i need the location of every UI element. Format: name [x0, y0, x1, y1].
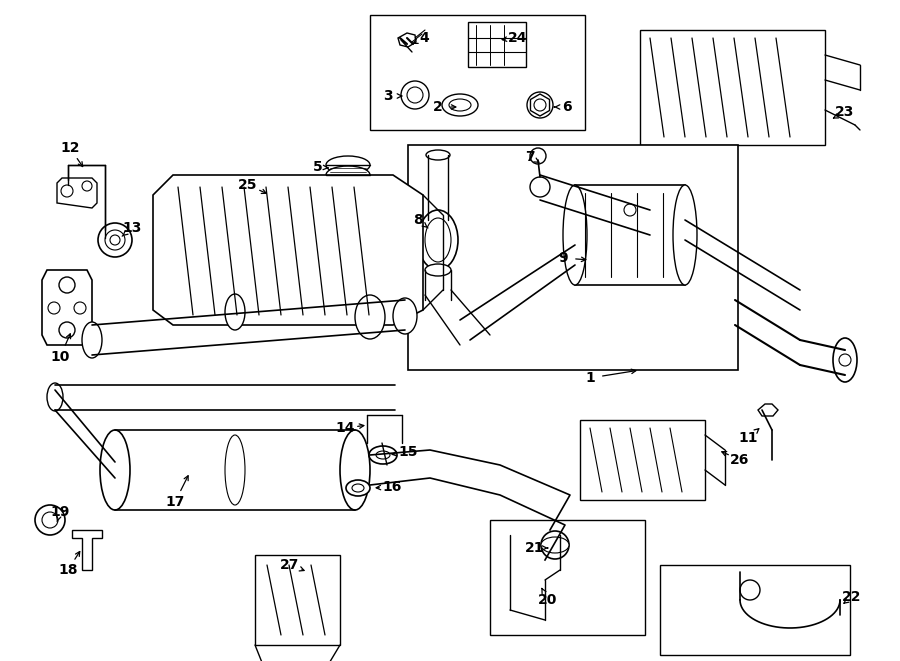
Text: 5: 5 — [313, 160, 323, 174]
Ellipse shape — [563, 185, 587, 285]
Ellipse shape — [449, 99, 471, 111]
Bar — [468, 22, 526, 67]
Ellipse shape — [369, 446, 397, 464]
Text: 23: 23 — [835, 105, 855, 119]
Ellipse shape — [541, 537, 569, 553]
Ellipse shape — [82, 322, 102, 358]
Text: 4: 4 — [419, 31, 429, 45]
Circle shape — [105, 230, 125, 250]
Text: 22: 22 — [842, 590, 862, 604]
Ellipse shape — [47, 383, 63, 411]
Text: 12: 12 — [60, 141, 80, 155]
Polygon shape — [758, 404, 778, 416]
Ellipse shape — [355, 295, 385, 339]
Text: 15: 15 — [398, 445, 418, 459]
Bar — [640, 30, 825, 145]
Ellipse shape — [393, 298, 417, 334]
Circle shape — [839, 354, 851, 366]
Text: 24: 24 — [508, 31, 527, 45]
Bar — [660, 565, 850, 655]
Circle shape — [61, 185, 73, 197]
Circle shape — [110, 235, 120, 245]
Text: 2: 2 — [433, 100, 443, 114]
Ellipse shape — [376, 451, 390, 459]
Circle shape — [740, 580, 760, 600]
Text: 16: 16 — [382, 480, 401, 494]
Circle shape — [82, 181, 92, 191]
Circle shape — [407, 87, 423, 103]
Bar — [575, 185, 685, 285]
Polygon shape — [57, 178, 97, 208]
Circle shape — [548, 538, 562, 552]
Polygon shape — [398, 33, 416, 47]
Circle shape — [74, 302, 86, 314]
Ellipse shape — [326, 156, 370, 174]
Ellipse shape — [833, 338, 857, 382]
Circle shape — [527, 92, 553, 118]
Text: 19: 19 — [50, 505, 69, 519]
Ellipse shape — [340, 430, 370, 510]
Ellipse shape — [225, 435, 245, 505]
Ellipse shape — [352, 484, 364, 492]
Ellipse shape — [418, 210, 458, 270]
Polygon shape — [72, 530, 102, 570]
Bar — [580, 420, 705, 500]
Circle shape — [401, 81, 429, 109]
Text: 3: 3 — [383, 89, 392, 103]
Ellipse shape — [442, 94, 478, 116]
Text: 11: 11 — [738, 431, 758, 445]
Text: 7: 7 — [526, 150, 535, 164]
Circle shape — [35, 505, 65, 535]
Text: 6: 6 — [562, 100, 572, 114]
Text: 25: 25 — [238, 178, 257, 192]
Bar — [490, 520, 645, 635]
Text: 9: 9 — [558, 251, 568, 265]
Circle shape — [530, 177, 550, 197]
Ellipse shape — [425, 218, 451, 262]
Text: 10: 10 — [50, 350, 69, 364]
Ellipse shape — [100, 430, 130, 510]
Polygon shape — [42, 270, 92, 345]
Ellipse shape — [426, 150, 450, 160]
Polygon shape — [153, 175, 423, 325]
Bar — [408, 145, 738, 370]
Ellipse shape — [225, 294, 245, 330]
Ellipse shape — [326, 166, 370, 184]
Circle shape — [98, 223, 132, 257]
Text: 26: 26 — [730, 453, 750, 467]
Ellipse shape — [346, 480, 370, 496]
Circle shape — [534, 99, 546, 111]
Circle shape — [59, 277, 75, 293]
Circle shape — [530, 148, 546, 164]
Ellipse shape — [673, 185, 697, 285]
Bar — [255, 555, 340, 645]
Circle shape — [59, 322, 75, 338]
Text: 27: 27 — [280, 558, 300, 572]
Text: 1: 1 — [585, 371, 595, 385]
Text: 14: 14 — [335, 421, 355, 435]
Text: 21: 21 — [526, 541, 544, 555]
Text: 13: 13 — [122, 221, 141, 235]
Text: 18: 18 — [58, 563, 77, 577]
Circle shape — [48, 302, 60, 314]
Text: 20: 20 — [538, 593, 558, 607]
Text: 17: 17 — [166, 495, 184, 509]
Bar — [370, 15, 585, 130]
Circle shape — [624, 204, 636, 216]
Circle shape — [42, 512, 58, 528]
Ellipse shape — [425, 264, 451, 276]
Text: 8: 8 — [413, 213, 423, 227]
Circle shape — [541, 531, 569, 559]
